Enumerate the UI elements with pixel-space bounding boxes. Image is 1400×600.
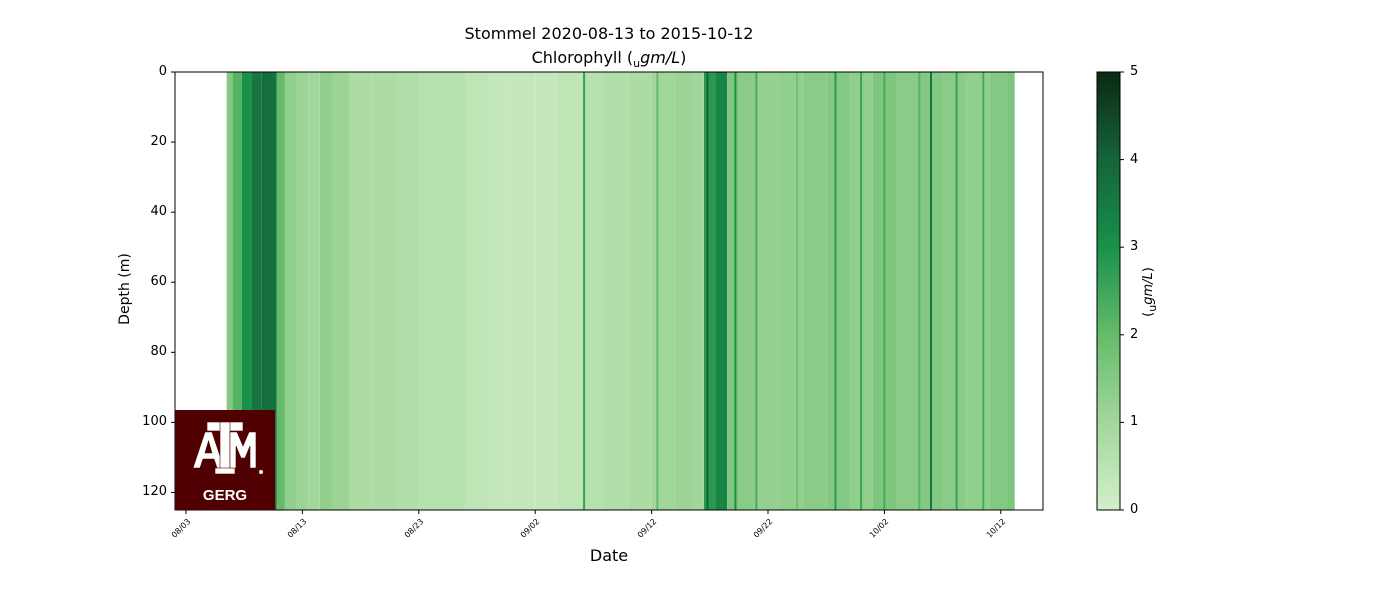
heatmap-stripe	[883, 72, 886, 510]
heatmap-column	[232, 72, 242, 510]
y-tick-label: 40	[150, 204, 167, 220]
heatmap-column	[296, 72, 309, 510]
colorbar-label: (ugm/L)	[1141, 267, 1159, 317]
heatmap-column	[651, 72, 675, 510]
heatmap-column	[965, 72, 990, 510]
heatmap-stripe	[982, 72, 985, 510]
heatmap-stripe	[755, 72, 758, 510]
heatmap-column	[704, 72, 716, 510]
chart-title: Stommel 2020-08-13 to 2015-10-12	[464, 24, 754, 43]
heatmap-column	[581, 72, 606, 510]
colorbar-tick-label: 2	[1130, 326, 1139, 342]
heatmap-column	[241, 72, 252, 510]
x-axis-label: Date	[589, 546, 629, 565]
heatmap-column	[727, 72, 739, 510]
heatmap-stripe	[918, 72, 921, 510]
colorbar-tick-label: 1	[1130, 414, 1139, 430]
heatmap-column	[535, 72, 559, 510]
colorbar	[1096, 71, 1121, 511]
heatmap-stripe	[860, 72, 863, 510]
heatmap-stripe	[656, 72, 659, 510]
chart-subtitle: Chlorophyll (ugm/L)	[531, 48, 687, 70]
tamu-logo: GERG	[175, 410, 275, 510]
atm-logo-icon	[192, 421, 263, 475]
heatmap-column	[826, 72, 850, 510]
colorbar-tick-label: 3	[1130, 239, 1139, 255]
heatmap-column	[802, 72, 827, 510]
heatmap-column	[372, 72, 396, 510]
heatmap-column	[261, 72, 271, 510]
heatmap-column	[942, 72, 966, 510]
y-tick-label: 100	[142, 414, 167, 430]
heatmap-column	[896, 72, 920, 510]
y-ticks	[171, 71, 175, 493]
heatmap-column	[511, 72, 536, 510]
logo-text: GERG	[202, 487, 248, 504]
heatmap-column	[276, 72, 285, 510]
y-tick-label: 120	[142, 484, 167, 500]
y-tick-label: 20	[150, 134, 167, 150]
heatmap-column	[715, 72, 728, 510]
heatmap-column	[674, 72, 693, 510]
colorbar-tick-label: 4	[1130, 151, 1139, 167]
heatmap-column	[465, 72, 489, 510]
heatmap-column	[331, 72, 349, 510]
colorbar-ticks	[1120, 71, 1124, 511]
heatmap-column	[349, 72, 373, 510]
heatmap-column	[558, 72, 582, 510]
heatmap-column	[226, 72, 233, 510]
x-ticks	[185, 510, 1002, 514]
colorbar-tick-label: 5	[1130, 64, 1139, 79]
heatmap-stripe	[734, 72, 737, 510]
heatmap-stripe	[583, 72, 586, 510]
heatmap-column	[605, 72, 629, 510]
heatmap-stripe	[930, 72, 932, 510]
heatmap-column	[319, 72, 332, 510]
heatmap-column	[1006, 72, 1015, 510]
heatmap-stripe	[955, 72, 958, 510]
heatmap-stripe	[834, 72, 837, 510]
heatmap-column	[271, 72, 277, 510]
plot-frame	[174, 71, 1044, 511]
heatmap-column	[284, 72, 297, 510]
heatmap-column	[488, 72, 512, 510]
heatmap-stripe	[706, 72, 709, 510]
y-axis-label: Depth (m)	[117, 253, 133, 325]
heatmap-column	[442, 72, 466, 510]
y-tick-label: 60	[150, 274, 167, 290]
heatmap-column	[418, 72, 443, 510]
heatmap-column	[628, 72, 652, 510]
heatmap-column	[989, 72, 1007, 510]
heatmap-column	[756, 72, 780, 510]
heatmap-column	[308, 72, 320, 510]
heatmap-column	[692, 72, 704, 510]
heatmap-column	[251, 72, 262, 510]
colorbar-tick-label: 0	[1130, 502, 1139, 517]
y-tick-label: 0	[158, 64, 167, 79]
heatmap-column	[738, 72, 757, 510]
y-tick-label: 80	[150, 344, 167, 360]
heatmap-stripe	[796, 72, 799, 510]
heatmap-column	[395, 72, 419, 510]
plot-area	[226, 72, 1015, 510]
heatmap-column	[779, 72, 803, 510]
